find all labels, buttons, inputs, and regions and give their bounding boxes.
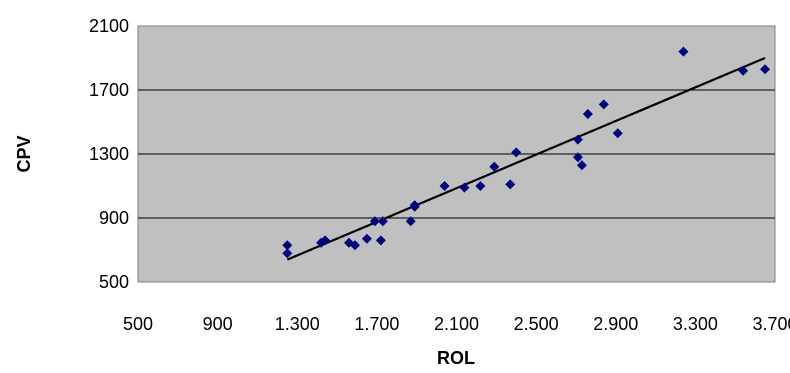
x-axis-title: ROL xyxy=(437,348,475,368)
data-point xyxy=(598,99,609,110)
data-point xyxy=(511,147,522,158)
x-tick-label: 900 xyxy=(203,314,233,334)
data-point xyxy=(320,235,331,246)
y-tick-label: 1700 xyxy=(89,80,129,100)
data-point xyxy=(409,200,420,211)
data-point xyxy=(576,160,587,171)
data-point xyxy=(572,152,583,163)
y-tick-label: 1300 xyxy=(89,144,129,164)
data-point xyxy=(282,240,293,251)
data-point xyxy=(760,64,771,75)
data-point xyxy=(282,248,293,259)
data-point xyxy=(361,233,372,244)
data-point xyxy=(738,65,749,76)
data-point xyxy=(377,216,388,227)
y-axis-title: CPV xyxy=(14,135,34,172)
data-point xyxy=(439,181,450,191)
data-point xyxy=(459,182,470,193)
data-point xyxy=(678,46,689,57)
gridlines xyxy=(138,89,775,219)
y-tick-label: 900 xyxy=(99,208,129,228)
data-point xyxy=(582,109,593,119)
x-tick-label: 1.700 xyxy=(354,314,399,334)
data-point xyxy=(349,240,360,251)
y-tick-label: 2100 xyxy=(89,16,129,36)
x-axis-ticks: 500 900 1.300 1.700 2.100 2.500 2.900 3.300 3.70… xyxy=(123,314,790,334)
data-point xyxy=(572,134,583,145)
data-point xyxy=(405,216,416,227)
trendline xyxy=(286,56,766,261)
y-tick-label: 500 xyxy=(99,272,129,292)
x-tick-label: 2.100 xyxy=(434,314,479,334)
data-point xyxy=(489,161,500,172)
x-tick-label: 3.700 xyxy=(752,314,790,334)
data-point xyxy=(375,235,386,246)
data-point xyxy=(505,179,516,190)
data-point xyxy=(612,128,623,139)
x-tick-label: 2.900 xyxy=(593,314,638,334)
data-points xyxy=(282,46,771,259)
data-point xyxy=(369,216,380,227)
x-tick-label: 3.300 xyxy=(673,314,718,334)
data-point xyxy=(475,181,486,191)
x-tick-label: 500 xyxy=(123,314,153,334)
y-axis-ticks: 500 900 1300 1700 2100 xyxy=(89,16,129,292)
x-tick-label: 2.500 xyxy=(514,314,559,334)
x-tick-label: 1.300 xyxy=(275,314,320,334)
